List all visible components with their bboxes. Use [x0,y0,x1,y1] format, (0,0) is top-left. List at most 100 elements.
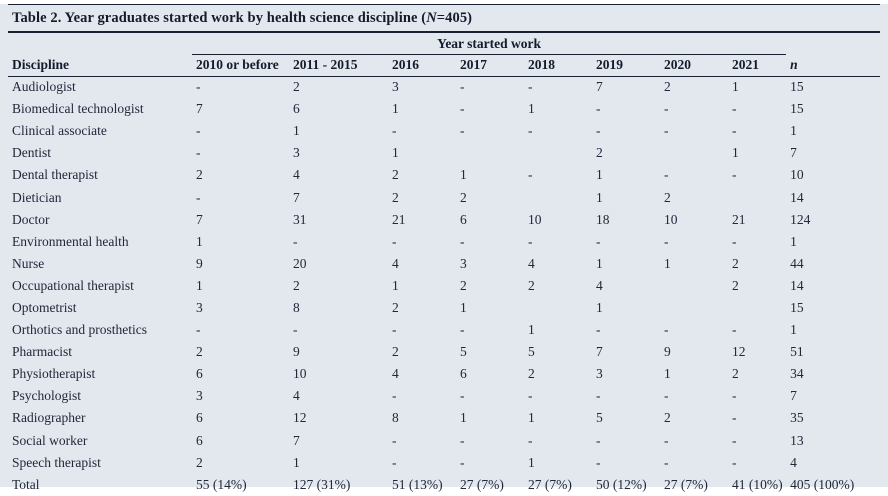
value-cell: - [596,233,601,249]
value-cell: 1 [790,123,797,139]
value-cell: 5 [596,410,603,426]
table-title: Table 2. Year graduates started work by … [8,5,880,31]
value-cell [524,142,592,164]
value-cell: - [528,167,533,183]
value-cell [728,297,786,319]
value-cell: 2 [196,167,203,183]
value-cell [524,186,592,208]
value-cell: - [196,123,201,139]
value-cell: 3 [293,145,300,161]
value-cell: 6 [196,432,203,448]
value-cell: - [460,123,465,139]
value-cell: 6 [293,101,300,117]
value-cell: 7 [293,189,300,205]
value-cell: 1 [528,101,535,117]
value-cell: 1 [596,299,603,315]
discipline-cell: Biomedical technologist [12,101,144,117]
value-cell: 7 [293,432,300,448]
value-cell [456,142,524,164]
col-header-2021: 2021 [728,54,787,77]
value-cell: - [596,432,601,448]
value-cell: - [732,454,737,470]
table-row: Biomedical technologist 7 6 1 - 1 - - - 15 [8,98,880,120]
value-cell: 4 [392,255,399,271]
value-cell: 1 [392,145,399,161]
value-cell: - [460,322,465,338]
value-cell: 6 [196,366,203,382]
value-cell: 7 [790,388,797,404]
top-rule [8,4,880,5]
value-cell: 1 [790,322,797,338]
value-cell: 10 [664,211,678,227]
value-cell: 2 [460,189,467,205]
discipline-cell: Psychologist [12,388,82,404]
value-cell: 50 (12%) [596,476,647,492]
value-cell: 5 [460,344,467,360]
value-cell: 15 [790,101,804,117]
value-cell: - [196,145,201,161]
value-cell: 3 [392,79,399,95]
table-row: Occupational therapist 1 2 1 2 2 4 2 14 [8,275,880,297]
value-cell: 3 [196,299,203,315]
value-cell: 8 [392,410,399,426]
value-cell: - [732,410,737,426]
title-rule [8,31,880,33]
value-cell: 18 [596,211,610,227]
value-cell: 51 (13%) [392,476,443,492]
value-cell: 1 [664,366,671,382]
table-row: Clinical associate - 1 - - - - - - 1 [8,120,880,142]
col-header-2019: 2019 [592,54,660,77]
column-header-row: Discipline 2010 or before 2011 - 2015 20… [8,54,881,77]
value-cell: 27 (7%) [528,476,572,492]
discipline-cell: Dentist [12,145,51,161]
value-cell: 21 [732,211,746,227]
value-cell: 1 [528,322,535,338]
value-cell [660,275,728,297]
value-cell: 2 [460,277,467,293]
table-row: Psychologist 3 4 - - - - - - 7 [8,385,880,407]
value-cell: 27 (7%) [664,476,708,492]
value-cell: - [664,101,669,117]
discipline-cell: Dental therapist [12,167,98,183]
value-cell: 15 [790,299,804,315]
discipline-cell: Occupational therapist [12,277,134,293]
table-row: Dietician - 7 2 2 1 2 14 [8,186,880,208]
value-cell: - [664,454,669,470]
value-cell: 1 [596,189,603,205]
value-cell: 31 [293,211,307,227]
value-cell: 13 [790,432,804,448]
table-row: Nurse 9 20 4 3 4 1 1 2 44 [8,253,880,275]
value-cell: 2 [732,366,739,382]
value-cell [728,186,786,208]
table-title-n: N [426,10,437,26]
value-cell: 1 [528,410,535,426]
value-cell: 1 [196,277,203,293]
discipline-cell: Radiographer [12,410,86,426]
value-cell: 14 [790,277,804,293]
value-cell: 14 [790,189,804,205]
value-cell: - [664,167,669,183]
value-cell: 7 [196,211,203,227]
value-cell: 44 [790,255,804,271]
value-cell: - [528,432,533,448]
value-cell: - [460,454,465,470]
value-cell: - [460,388,465,404]
table-title-suffix: =405) [436,10,473,26]
value-cell: 1 [196,233,203,249]
value-cell: 4 [596,277,603,293]
value-cell: - [460,79,465,95]
value-cell: - [528,123,533,139]
value-cell: 6 [196,410,203,426]
value-cell [660,142,728,164]
value-cell: - [664,432,669,448]
table-row: Orthotics and prosthetics - - - - 1 - - - 1 [8,319,880,341]
col-header-2017: 2017 [456,54,524,77]
value-cell: 7 [596,344,603,360]
value-cell: 7 [196,101,203,117]
value-cell: 1 [664,255,671,271]
value-cell: 124 [790,211,811,227]
value-cell: 4 [293,388,300,404]
value-cell: 55 (14%) [196,476,247,492]
value-cell: - [664,388,669,404]
table-row: Speech therapist 2 1 - - 1 - - - 4 [8,452,880,474]
